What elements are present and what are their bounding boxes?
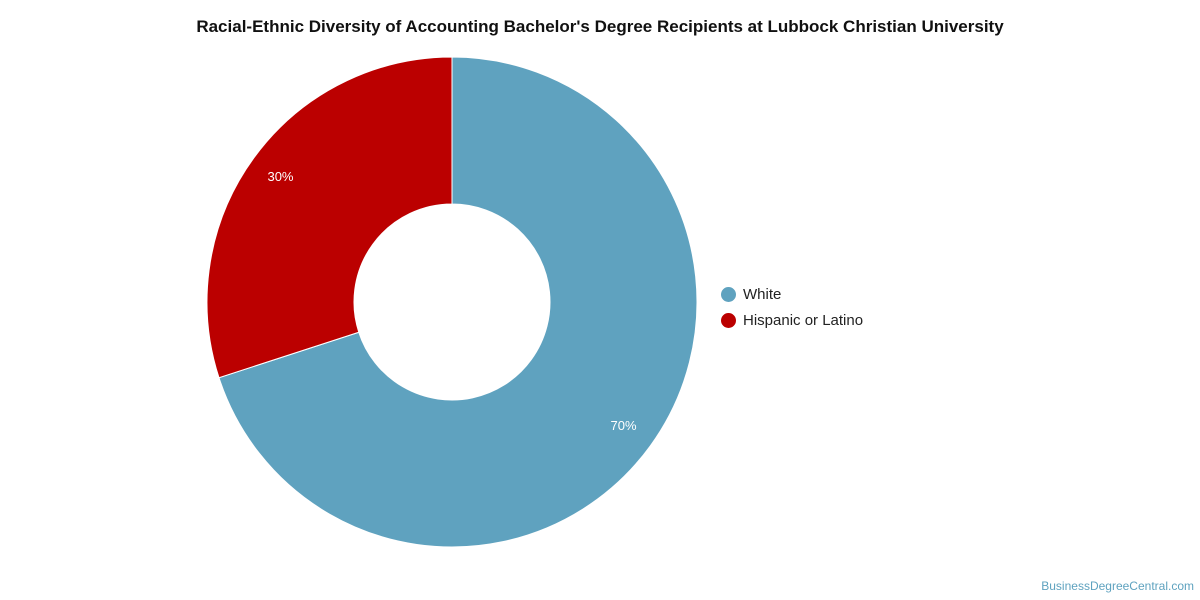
legend-swatch-hispanic-or-latino <box>721 312 736 328</box>
legend-swatch-white <box>721 286 736 302</box>
slice-hispanic-or-latino[interactable] <box>206 56 453 379</box>
slice-label-white: 70% <box>610 418 636 433</box>
site-credit[interactable]: BusinessDegreeCentral.com <box>1041 579 1194 593</box>
donut-slices <box>206 56 698 548</box>
legend-item-hispanic-or-latino[interactable]: Hispanic or Latino <box>721 307 863 333</box>
legend-item-white[interactable]: White <box>721 281 863 307</box>
slice-label-hispanic-or-latino: 30% <box>267 169 293 184</box>
chart-legend: White Hispanic or Latino <box>721 281 863 333</box>
legend-label-hispanic-or-latino: Hispanic or Latino <box>743 311 864 329</box>
donut-slice-labels: 70% 30% <box>267 169 636 433</box>
chart-title: Racial-Ethnic Diversity of Accounting Ba… <box>196 17 1004 36</box>
legend-label-white: White <box>743 285 782 303</box>
slice-white[interactable] <box>218 56 698 548</box>
